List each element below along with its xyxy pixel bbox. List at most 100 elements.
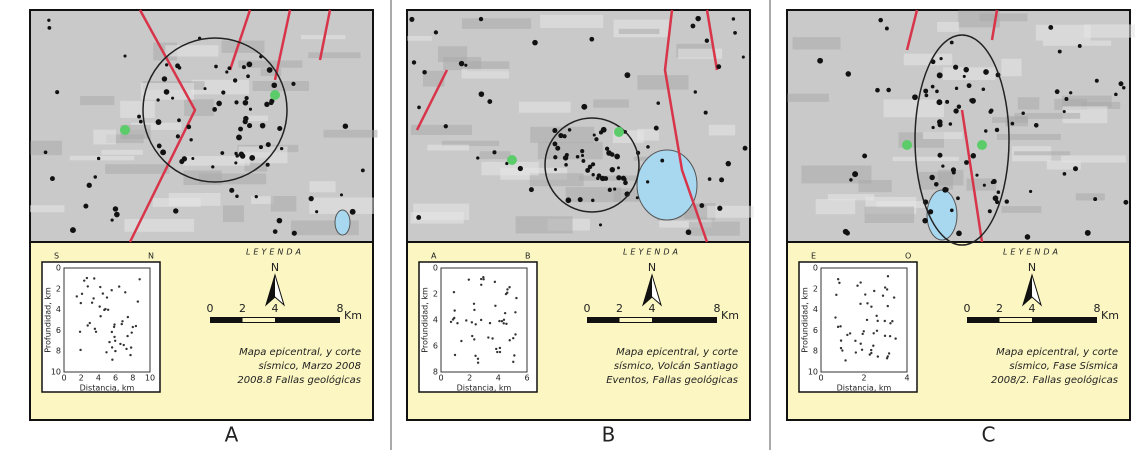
epicenter [1063,172,1067,176]
epicenter [588,165,593,170]
epicenter [705,39,709,43]
epicenter [982,87,986,91]
hypocenter [506,291,508,293]
inset-x-tick: 0 [438,374,443,383]
hypocenter [477,358,479,360]
epicenter [111,219,114,222]
epicenter [487,99,492,104]
epicenter [589,37,594,42]
hypocenter [83,279,85,281]
epicenter [315,210,318,213]
epicenter [945,100,949,104]
hypocenter [509,339,511,341]
hypocenter [127,316,129,318]
epicenter [554,168,557,171]
station [270,90,280,100]
epicenter [1069,91,1072,94]
epicenter [422,70,427,75]
epicenter [606,150,612,156]
hypocenter [99,315,101,317]
epicenter [518,166,523,171]
epicenter [216,101,222,107]
inset-corner: S [54,252,59,261]
caption-line: 2008/2. Fallas geológicas [991,374,1118,386]
epicenter [608,188,612,192]
caption-line: sísmico, Marzo 2008 [258,360,361,372]
epicenter [235,154,239,158]
caption-line: Mapa epicentral, y corte [996,347,1118,358]
hypocenter [861,333,863,335]
epicenter [660,159,664,163]
epicenter [597,173,602,178]
hypocenter [119,343,121,345]
epicenter [277,218,283,224]
hypocenter [894,337,896,339]
hypocenter [480,278,482,280]
scale-bar-segment [1000,318,1033,322]
hypocenter [92,297,94,299]
epicenter [235,194,239,198]
epicenter [266,142,271,147]
epicenter [878,18,883,23]
caption-line: sísmico, Volcán Santiago [614,360,738,372]
terrain [593,100,629,108]
epicenter [176,134,180,138]
hypocenter [866,302,868,304]
inset-x-tick: 2 [467,374,472,383]
hypocenter [89,322,91,324]
inset-y-tick: 2 [433,290,438,299]
epicenter [47,26,51,30]
epicenter [229,188,234,193]
inset-x-label: Distancia, km [457,384,512,393]
inset-x-tick: 2 [861,374,866,383]
terrain [884,99,944,117]
epicenter [94,175,97,178]
north-label: N [1028,261,1036,274]
epicenter [988,110,992,114]
scale-label: 0 [964,302,971,315]
epicenter [624,72,630,78]
epicenter [964,160,969,165]
epicenter [925,93,929,97]
epicenter [165,63,168,66]
hypocenter [99,286,101,288]
epicenter [204,87,207,90]
epicenter [243,116,248,121]
hypocenter [499,351,501,353]
epicenter [273,229,278,234]
terrain [1014,151,1070,155]
hypocenter [453,291,455,293]
hypocenter [884,335,886,337]
epicenter [885,27,889,31]
hypocenter [111,331,113,333]
epicenter [886,88,891,93]
hypocenter [473,309,475,311]
epicenter [983,69,989,75]
epicenter [266,163,270,167]
epicenter [594,137,598,141]
epicenter [953,108,958,113]
hypocenter [859,281,861,283]
epicenter [177,118,181,122]
epicenter [157,144,162,149]
epicenter [264,102,269,107]
epicenter [967,83,972,88]
epicenter [227,66,231,70]
hypocenter [887,275,889,277]
hypocenter [125,348,127,350]
epicenter [646,145,650,149]
terrain [1043,40,1111,45]
terrain [919,172,953,190]
station [614,127,624,137]
inset-y-tick: 8 [813,347,818,356]
epicenter [694,90,697,93]
legend-title: LEYENDA [246,248,304,257]
epicenter [280,147,283,150]
epicenter [922,218,928,224]
epicenter [156,119,162,125]
terrain [516,216,573,233]
hypocenter [135,325,137,327]
hypocenter [456,322,458,324]
epicenter [1093,197,1097,201]
